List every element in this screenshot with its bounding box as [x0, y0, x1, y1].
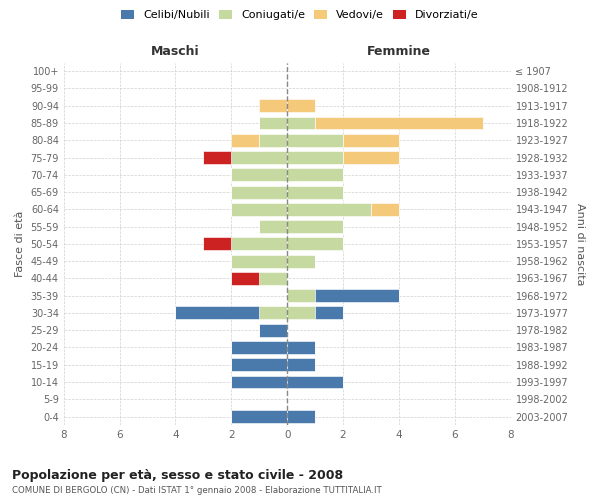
Bar [259, 134, 287, 146]
Bar [259, 116, 287, 130]
Bar [259, 306, 287, 320]
Bar [232, 254, 287, 268]
Bar [232, 358, 287, 371]
Bar [259, 220, 287, 233]
Bar [315, 289, 399, 302]
Y-axis label: Fasce di età: Fasce di età [15, 210, 25, 277]
Bar [287, 151, 343, 164]
Bar [287, 289, 315, 302]
Text: COMUNE DI BERGOLO (CN) - Dati ISTAT 1° gennaio 2008 - Elaborazione TUTTITALIA.IT: COMUNE DI BERGOLO (CN) - Dati ISTAT 1° g… [12, 486, 382, 495]
Bar [259, 324, 287, 336]
Bar [287, 306, 315, 320]
Bar [203, 238, 232, 250]
Bar [371, 203, 399, 216]
Bar [232, 410, 287, 423]
Bar [287, 100, 315, 112]
Bar [232, 168, 287, 181]
Bar [287, 116, 315, 130]
Bar [287, 203, 371, 216]
Bar [343, 134, 399, 146]
Bar [232, 341, 287, 354]
Bar [287, 134, 343, 146]
Bar [315, 116, 482, 130]
Bar [287, 358, 315, 371]
Bar [232, 134, 259, 146]
Text: Maschi: Maschi [151, 46, 200, 59]
Bar [343, 151, 399, 164]
Y-axis label: Anni di nascita: Anni di nascita [575, 202, 585, 285]
Bar [232, 272, 259, 285]
Bar [175, 306, 259, 320]
Bar [259, 272, 287, 285]
Bar [287, 410, 315, 423]
Bar [287, 238, 343, 250]
Legend: Celibi/Nubili, Coniugati/e, Vedovi/e, Divorziati/e: Celibi/Nubili, Coniugati/e, Vedovi/e, Di… [117, 6, 483, 25]
Bar [232, 238, 287, 250]
Bar [203, 151, 232, 164]
Bar [287, 341, 315, 354]
Bar [232, 151, 287, 164]
Bar [315, 306, 343, 320]
Bar [287, 254, 315, 268]
Bar [287, 186, 343, 198]
Bar [259, 100, 287, 112]
Bar [287, 168, 343, 181]
Bar [232, 203, 287, 216]
Bar [287, 220, 343, 233]
Bar [287, 376, 343, 388]
Bar [232, 376, 287, 388]
Bar [232, 186, 287, 198]
Text: Femmine: Femmine [367, 46, 431, 59]
Text: Popolazione per età, sesso e stato civile - 2008: Popolazione per età, sesso e stato civil… [12, 469, 343, 482]
